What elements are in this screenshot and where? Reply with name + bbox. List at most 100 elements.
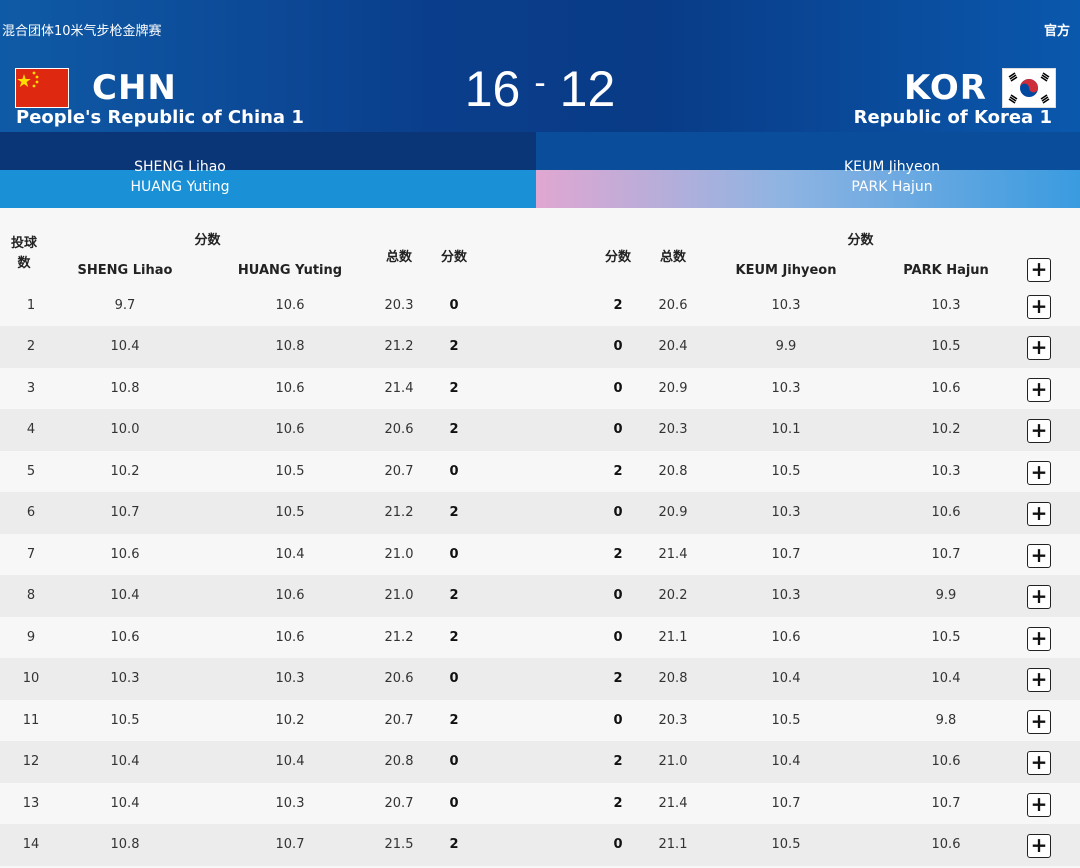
points-left: 0 [449,754,459,769]
right-team-code: KOR [904,68,987,108]
table-row: 11 10.5 10.2 20.7 2 0 20.3 10.5 9.8 + [0,700,1080,742]
shot-number: 4 [26,422,36,437]
score-keum: 10.1 [771,422,801,437]
points-left: 2 [449,629,459,645]
points-left: 0 [449,795,459,811]
score-keum: 10.7 [771,795,801,811]
points-left: 0 [449,546,459,562]
score-keum: 10.7 [771,546,801,562]
shot-number: 5 [26,463,36,479]
total-right: 20.8 [658,671,688,686]
header-shot-number: 投球数 [10,236,37,271]
left-team-name: People's Republic of China 1 [16,107,304,128]
total-right: 21.4 [658,546,688,562]
total-right: 20.9 [658,380,688,396]
score-keum: 10.4 [771,671,801,686]
score-sheng: 10.0 [110,422,140,437]
points-right: 0 [613,629,623,645]
left-player-1: SHENG Lihao [134,159,226,175]
expand-row-plus-icon[interactable]: + [1027,543,1051,568]
shots-table: 投球数 分数 SHENG Lihao HUANG Yuting 总数 分数 分数… [0,208,1080,868]
table-row: 6 10.7 10.5 21.2 2 0 20.9 10.3 10.6 + [0,492,1080,534]
match-header: 混合团体10米气步枪金牌赛 官方 CHN People's Republic o… [0,0,1080,208]
points-left: 2 [449,380,459,396]
expand-row-plus-icon[interactable]: + [1027,668,1051,692]
points-right: 0 [613,505,623,520]
score-keum: 10.3 [771,588,801,603]
left-team-code: CHN [92,68,177,108]
points-right: 0 [613,712,623,728]
score-sheng: 10.7 [110,505,140,520]
points-right: 2 [613,297,623,313]
expand-row-plus-icon[interactable]: + [1027,585,1051,609]
table-row: 3 10.8 10.6 21.4 2 0 20.9 10.3 10.6 + [0,368,1080,410]
score-huang: 10.6 [275,422,305,437]
header-player-c: KEUM Jihyeon [735,263,837,278]
china-flag-icon [15,68,69,108]
expand-row-plus-icon[interactable]: + [1027,460,1051,485]
header-total-left: 总数 [385,250,412,265]
points-left: 2 [449,712,459,728]
table-row: 1 9.7 10.6 20.3 0 2 20.6 10.3 10.3 + [0,285,1080,327]
table-row: 7 10.6 10.4 21.0 0 2 21.4 10.7 10.7 + [0,534,1080,576]
score-huang: 10.3 [275,671,305,686]
total-right: 21.1 [658,629,688,645]
expand-all-plus-icon[interactable]: + [1027,258,1051,282]
score-sheng: 10.6 [110,629,140,645]
score-park: 10.4 [931,671,961,686]
header-pts-left: 分数 [440,250,467,265]
score-sheng: 10.4 [110,588,140,603]
points-right: 2 [613,546,623,562]
shot-number: 14 [22,837,40,852]
total-left: 21.0 [384,546,414,562]
header-total-right: 总数 [659,250,686,265]
total-right: 20.3 [658,422,688,437]
header-pts-right: 分数 [604,250,631,265]
total-left: 20.8 [384,754,414,769]
table-row: 8 10.4 10.6 21.0 2 0 20.2 10.3 9.9 + [0,575,1080,617]
score-park: 10.3 [931,297,961,313]
score-keum: 10.5 [771,837,801,852]
total-left: 21.5 [384,837,414,852]
score-huang: 10.3 [275,795,305,811]
header-player-d: PARK Hajun [903,263,989,278]
left-players-band [0,132,536,208]
total-left: 20.3 [384,297,414,313]
shot-number: 2 [26,339,36,354]
official-label[interactable]: 官方 [1043,24,1070,39]
total-right: 21.4 [658,795,688,811]
score-huang: 10.4 [275,754,305,769]
right-player-2: PARK Hajun [851,179,933,195]
total-right: 20.9 [658,505,688,520]
table-row: 5 10.2 10.5 20.7 0 2 20.8 10.5 10.3 + [0,451,1080,493]
expand-row-plus-icon[interactable]: + [1027,377,1051,402]
expand-row-plus-icon[interactable]: + [1027,419,1051,443]
score-huang: 10.6 [275,297,305,313]
shot-number: 9 [26,629,36,645]
total-right: 20.6 [658,297,688,313]
expand-row-plus-icon[interactable]: + [1027,626,1051,651]
score-keum: 9.9 [775,339,797,354]
expand-row-plus-icon[interactable]: + [1027,294,1051,319]
header-points-group-left: 分数 [194,233,221,248]
score-sheng: 10.2 [110,463,140,479]
score-sheng: 10.8 [110,837,140,852]
expand-row-plus-icon[interactable]: + [1027,792,1051,817]
shot-number: 11 [22,712,40,728]
expand-row-plus-icon[interactable]: + [1027,502,1051,526]
points-right: 0 [613,339,623,354]
score-park: 10.6 [931,505,961,520]
points-left: 2 [449,588,459,603]
score-park: 9.8 [935,712,957,728]
score-sheng: 10.4 [110,795,140,811]
score-right: 12 [559,61,616,117]
expand-row-plus-icon[interactable]: + [1027,751,1051,775]
expand-row-plus-icon[interactable]: + [1027,834,1051,858]
right-player-1: KEUM Jihyeon [843,159,941,175]
expand-row-plus-icon[interactable]: + [1027,709,1051,734]
expand-row-plus-icon[interactable]: + [1027,336,1051,360]
table-row: 10 10.3 10.3 20.6 0 2 20.8 10.4 10.4 + [0,658,1080,700]
score-sheng: 10.6 [110,546,140,562]
total-right: 21.0 [658,754,688,769]
shot-number: 13 [22,795,40,811]
